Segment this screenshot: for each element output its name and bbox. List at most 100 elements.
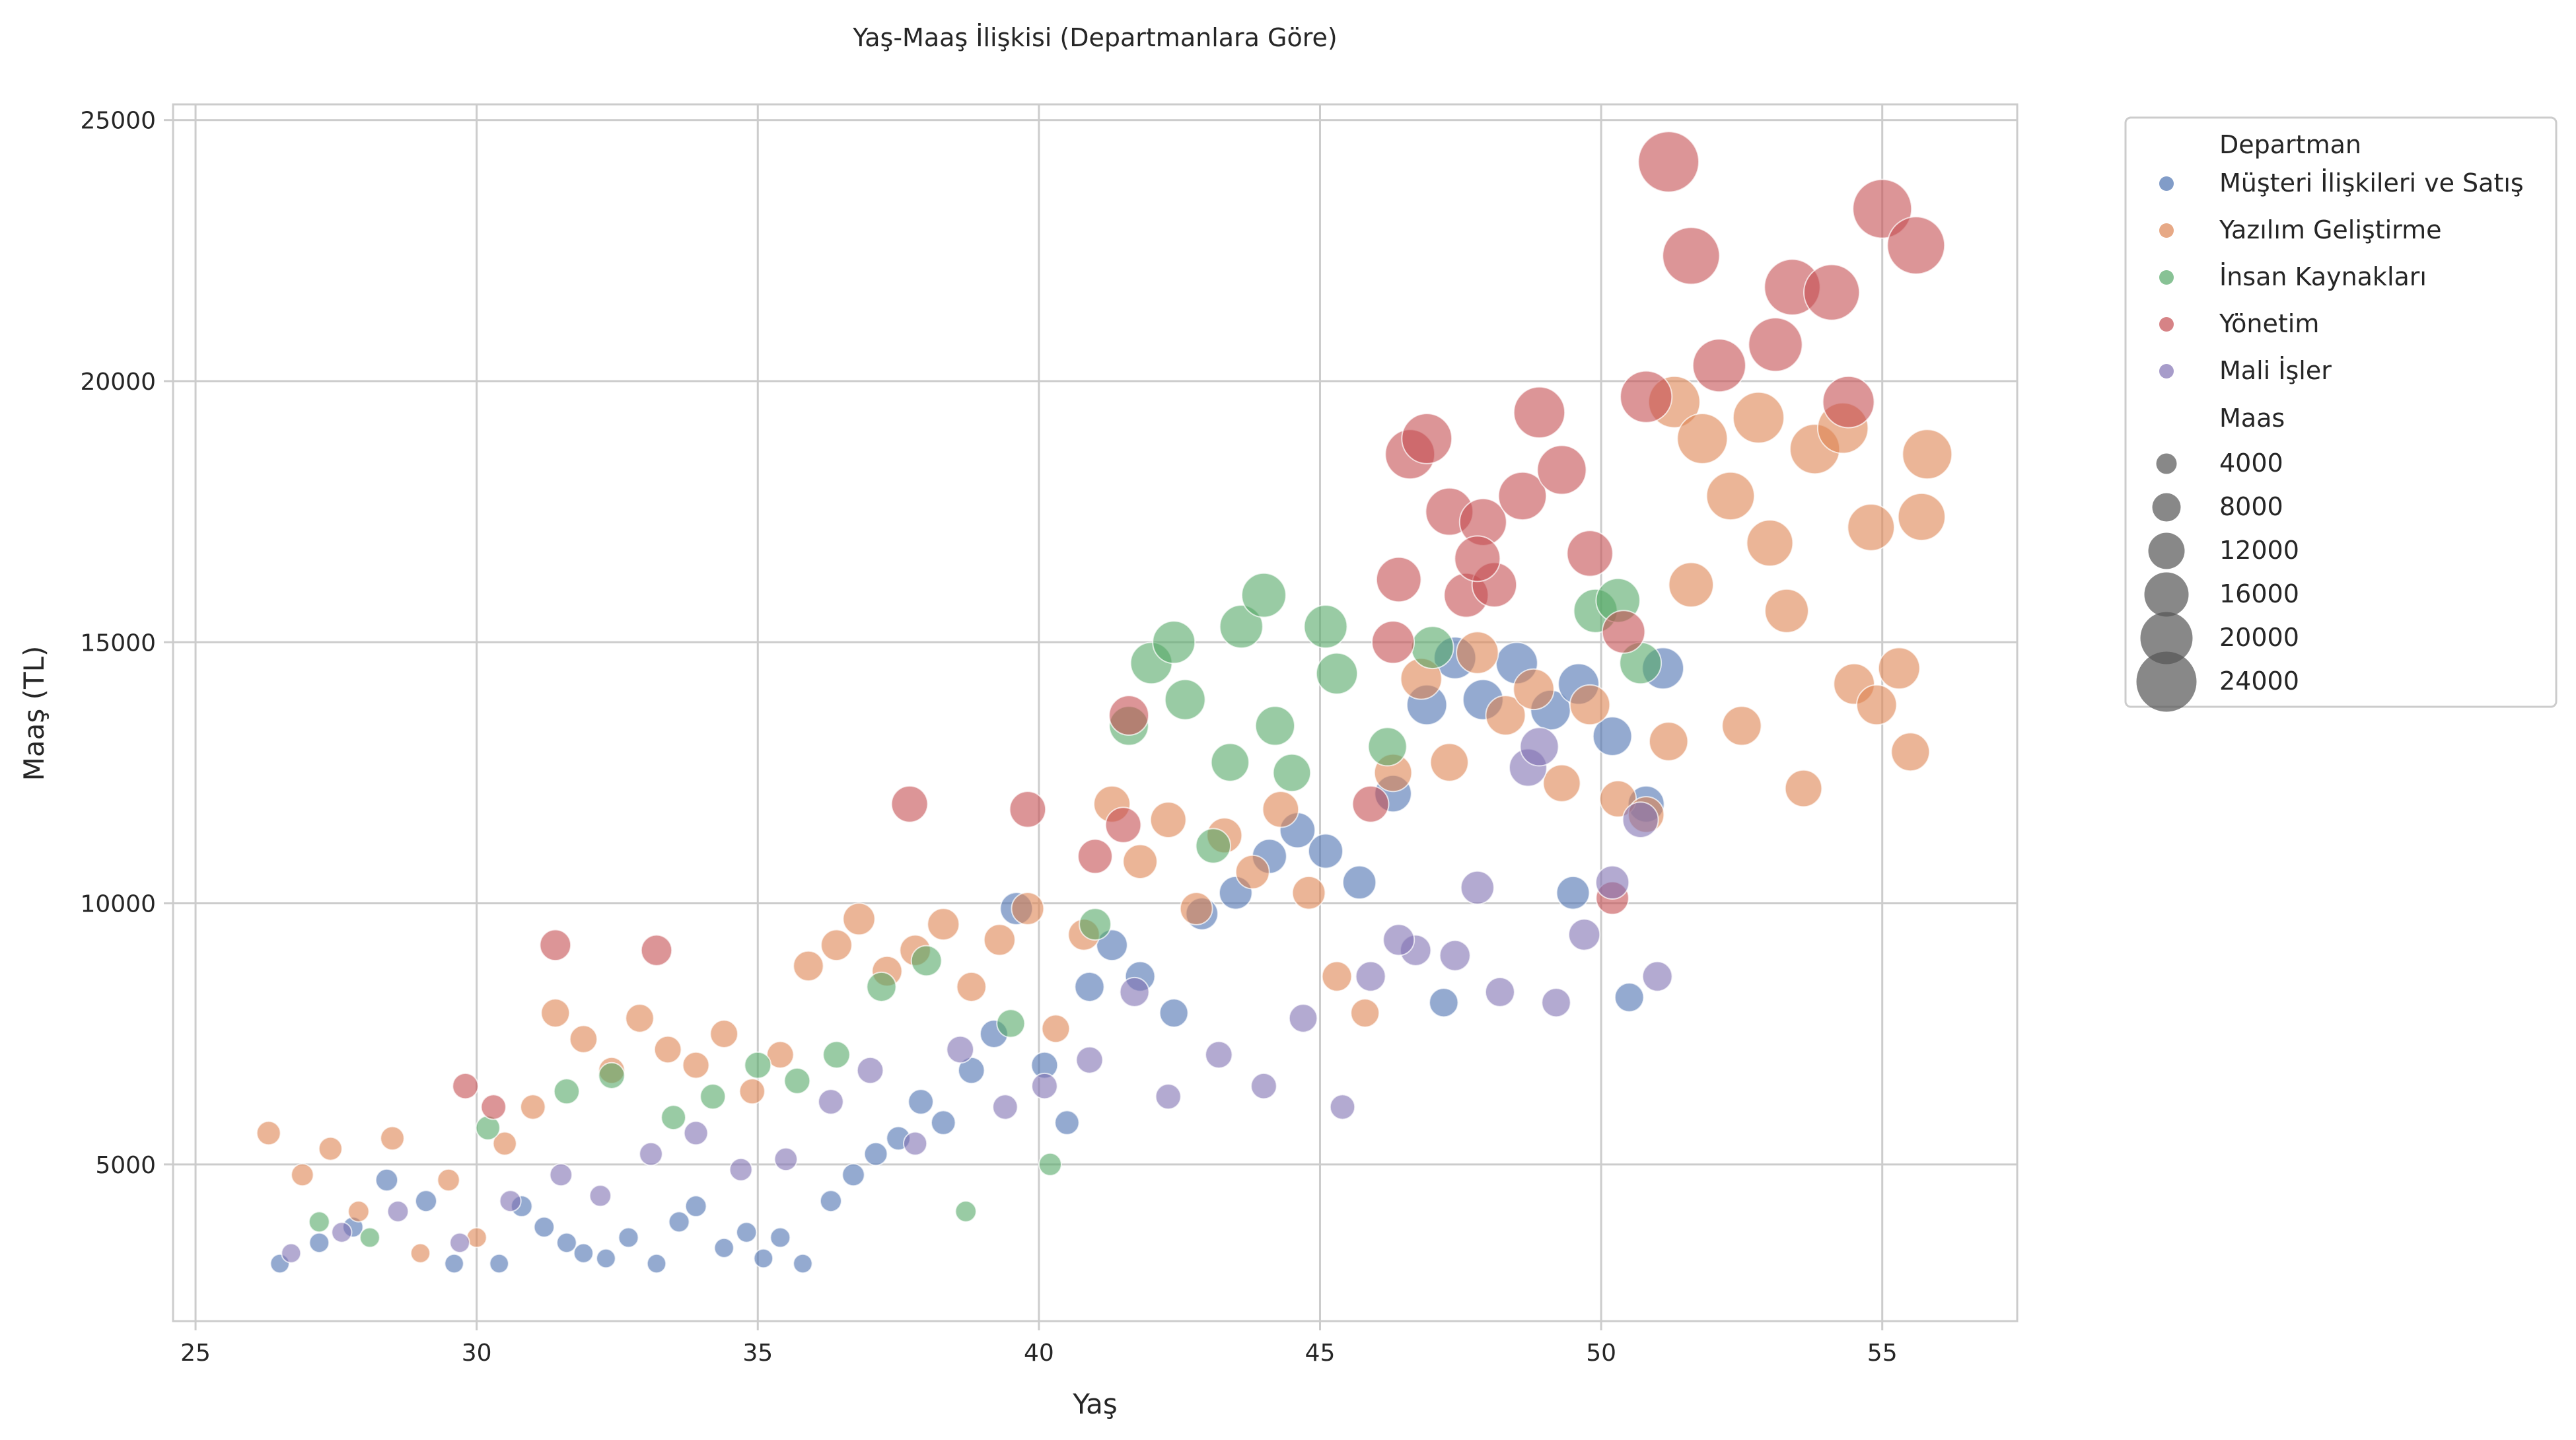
- data-point: [1541, 988, 1571, 1018]
- data-point: [996, 1009, 1026, 1038]
- data-point: [437, 1168, 460, 1192]
- data-point: [766, 1040, 795, 1069]
- data-point: [856, 1056, 884, 1085]
- data-point: [533, 1216, 555, 1238]
- plot-frame: [172, 103, 2019, 1322]
- data-point: [1108, 695, 1149, 736]
- data-point: [1303, 604, 1348, 649]
- data-point: [1329, 1094, 1356, 1120]
- data-point: [1764, 588, 1809, 633]
- data-point: [1890, 732, 1931, 772]
- data-point: [625, 1003, 655, 1033]
- data-point: [618, 1227, 639, 1248]
- data-point: [1601, 610, 1646, 654]
- data-point: [793, 950, 824, 982]
- data-point: [1847, 503, 1895, 552]
- data-point: [1566, 530, 1614, 577]
- data-point: [1054, 1110, 1080, 1135]
- data-point: [818, 1089, 844, 1115]
- data-point: [596, 1248, 616, 1269]
- data-point: [841, 1163, 865, 1187]
- data-point: [480, 1094, 507, 1120]
- data-point: [1075, 1046, 1104, 1074]
- data-point: [1159, 998, 1189, 1028]
- data-point: [410, 1242, 431, 1264]
- data-point: [1641, 960, 1673, 992]
- data-point: [380, 1126, 405, 1151]
- data-point: [1485, 695, 1526, 736]
- data-point: [256, 1120, 281, 1146]
- data-point: [1351, 785, 1390, 823]
- data-point: [549, 1163, 573, 1187]
- data-point: [1079, 908, 1112, 941]
- data-point: [1155, 1083, 1182, 1110]
- data-point: [1429, 742, 1469, 782]
- data-point: [773, 1147, 799, 1172]
- data-point: [684, 1195, 707, 1217]
- data-point: [1315, 652, 1359, 695]
- legend-label: Yönetim: [2219, 309, 2319, 338]
- series-1: [269, 636, 1684, 1274]
- legend-size-label: 24000: [2219, 666, 2299, 696]
- data-point: [1705, 471, 1756, 521]
- data-point: [1439, 939, 1471, 972]
- legend: Departman Müşteri İlişkileri ve Satış Yaz…: [2124, 116, 2558, 712]
- legend-label: Mali İşler: [2219, 356, 2332, 385]
- data-point: [347, 1200, 370, 1223]
- data-point: [1803, 264, 1861, 321]
- data-point: [736, 1221, 758, 1243]
- data-point: [291, 1163, 314, 1187]
- chart-title: Yaş-Maaş İlişkisi (Departmanlara Göre): [852, 23, 1337, 52]
- data-point: [1568, 918, 1601, 951]
- x-tick-label: 25: [180, 1340, 211, 1367]
- data-point: [783, 1067, 811, 1095]
- data-point: [927, 908, 960, 941]
- data-point: [983, 923, 1016, 956]
- series-5: [281, 727, 1673, 1264]
- data-point: [1746, 519, 1794, 567]
- data-point: [954, 1200, 977, 1223]
- data-point: [640, 934, 673, 966]
- data-point: [520, 1094, 546, 1120]
- data-point: [1637, 131, 1699, 193]
- data-point: [1484, 976, 1515, 1007]
- legend-marker: [2159, 270, 2174, 285]
- data-point: [769, 1227, 791, 1248]
- legend-marker: [2159, 176, 2174, 191]
- data-point: [1732, 391, 1785, 444]
- data-point: [1456, 631, 1499, 674]
- y-axis-label: Maaş (TL): [18, 646, 50, 781]
- data-point: [331, 1221, 353, 1243]
- data-point: [1748, 317, 1803, 373]
- data-point: [908, 1089, 934, 1115]
- data-point: [449, 1232, 470, 1254]
- data-point: [1382, 923, 1415, 956]
- data-point: [1149, 801, 1187, 838]
- data-point: [1011, 892, 1045, 925]
- data-point: [1897, 492, 1946, 542]
- legend-size-label: 4000: [2219, 449, 2283, 478]
- data-point: [1254, 705, 1296, 746]
- data-point: [1536, 445, 1587, 495]
- data-point: [1371, 620, 1415, 665]
- data-point: [573, 1242, 594, 1264]
- data-point: [556, 1232, 577, 1254]
- data-point: [1074, 971, 1105, 1003]
- data-point: [890, 785, 929, 823]
- data-point: [318, 1136, 343, 1161]
- legend-size-title: Maas: [2219, 404, 2285, 433]
- data-point: [308, 1211, 330, 1233]
- legend-size-entries: 4000 8000 12000 16000 20000 24000: [2136, 449, 2299, 712]
- data-point: [1595, 865, 1630, 900]
- y-tick-label: 15000: [80, 630, 156, 657]
- data-point: [386, 1200, 410, 1223]
- data-point: [1676, 413, 1729, 464]
- data-point: [842, 902, 876, 936]
- data-point: [1497, 471, 1548, 521]
- legend-marker: [2159, 317, 2174, 332]
- data-point: [1410, 626, 1454, 670]
- legend-hue-entries: Müşteri İlişkileri ve Satış Yazılım Geliş…: [2159, 168, 2524, 385]
- data-point: [753, 1248, 774, 1269]
- data-point: [910, 945, 943, 977]
- data-point: [1649, 721, 1689, 762]
